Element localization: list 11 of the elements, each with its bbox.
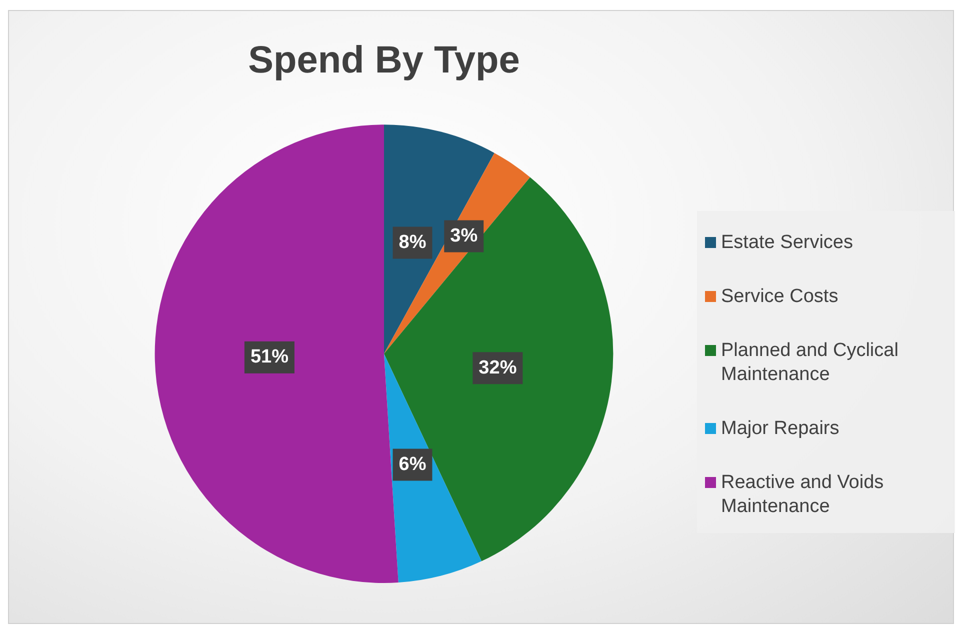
- data-label: 32%: [478, 357, 517, 378]
- chart-title: Spend By Type: [248, 39, 520, 82]
- data-label: 8%: [398, 232, 426, 254]
- legend-label: Reactive and Voids Maintenance: [721, 471, 885, 519]
- legend-label: Estate Services: [721, 231, 853, 255]
- legend-label: Major Repairs: [721, 417, 840, 441]
- data-label: 3%: [450, 226, 478, 247]
- legend-label: Service Costs: [721, 285, 838, 309]
- data-label: 51%: [250, 346, 289, 368]
- data-label: 6%: [398, 454, 426, 476]
- legend-label: Planned and Cyclical Maintenance: [721, 339, 900, 387]
